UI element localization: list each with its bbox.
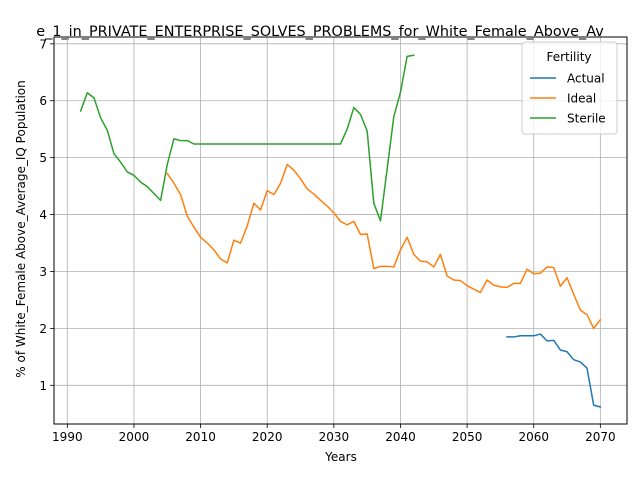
y-tick-label: 7 <box>39 37 47 51</box>
series-line-sterile <box>79 54 415 222</box>
y-axis-ticks: 1 2 3 4 5 6 7 <box>39 37 54 393</box>
y-tick-label: 4 <box>39 208 47 222</box>
legend-items: Actual Ideal Sterile <box>530 72 606 126</box>
x-axis-label: Years <box>324 450 357 464</box>
x-tick-label: 2070 <box>585 430 616 444</box>
y-tick-label: 3 <box>39 265 47 279</box>
x-tick-label: 2050 <box>452 430 483 444</box>
x-tick-label: 2040 <box>385 430 416 444</box>
y-tick-label: 5 <box>39 151 47 165</box>
legend-title: Fertility <box>546 50 591 64</box>
chart-title: e_1_in_PRIVATE_ENTERPRISE_SOLVES_PROBLEM… <box>36 24 604 40</box>
x-tick-label: 2030 <box>319 430 350 444</box>
x-axis-ticks: 1990 2000 2010 2020 2030 2040 2050 2060 2070 <box>52 424 616 444</box>
series-line-ideal <box>166 163 602 330</box>
legend-label-sterile: Sterile <box>567 112 606 126</box>
grid-lines <box>54 37 627 424</box>
series-lines <box>79 54 602 408</box>
y-tick-label: 2 <box>39 322 47 336</box>
y-tick-label: 6 <box>39 94 47 108</box>
x-tick-label: 2060 <box>518 430 549 444</box>
x-tick-label: 2020 <box>252 430 283 444</box>
plot-area-frame <box>53 36 628 425</box>
y-axis-label: % of White_Female Above_Average_IQ Popul… <box>14 80 28 377</box>
legend-label-actual: Actual <box>567 72 605 86</box>
legend-box <box>521 41 618 135</box>
x-tick-label: 2000 <box>119 430 150 444</box>
y-tick-label: 1 <box>39 379 47 393</box>
x-tick-label: 1990 <box>52 430 83 444</box>
x-tick-label: 2010 <box>185 430 216 444</box>
legend: Fertility Actual Ideal Sterile <box>521 41 618 135</box>
legend-label-ideal: Ideal <box>567 92 596 106</box>
series-line-actual <box>506 333 602 408</box>
